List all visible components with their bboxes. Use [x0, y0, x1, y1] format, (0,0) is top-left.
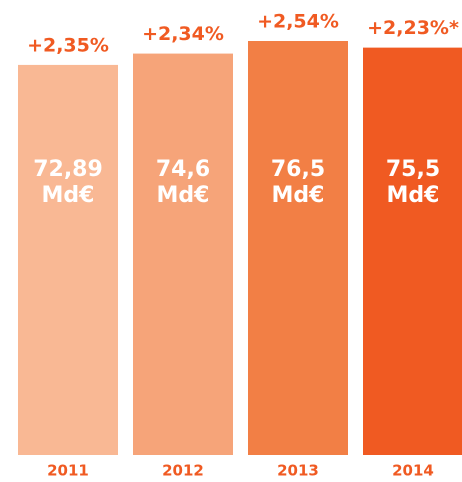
growth-label: +2,23%*	[367, 17, 459, 39]
growth-label: +2,54%	[257, 11, 339, 33]
x-tick-label: 2014	[392, 462, 434, 480]
bar	[363, 47, 462, 456]
growth-label: +2,35%	[27, 34, 109, 56]
bar	[18, 64, 118, 455]
growth-label: +2,34%	[142, 23, 224, 45]
x-tick-label: 2011	[47, 462, 89, 480]
x-tick-label: 2013	[277, 462, 319, 480]
x-tick-label: 2012	[162, 462, 204, 480]
bar	[248, 41, 348, 455]
value-label: 72,89 Md€	[33, 157, 103, 208]
bar	[133, 53, 233, 455]
value-label: 76,5 Md€	[271, 157, 325, 208]
value-label: 75,5 Md€	[386, 157, 440, 208]
value-label: 74,6 Md€	[156, 157, 210, 208]
